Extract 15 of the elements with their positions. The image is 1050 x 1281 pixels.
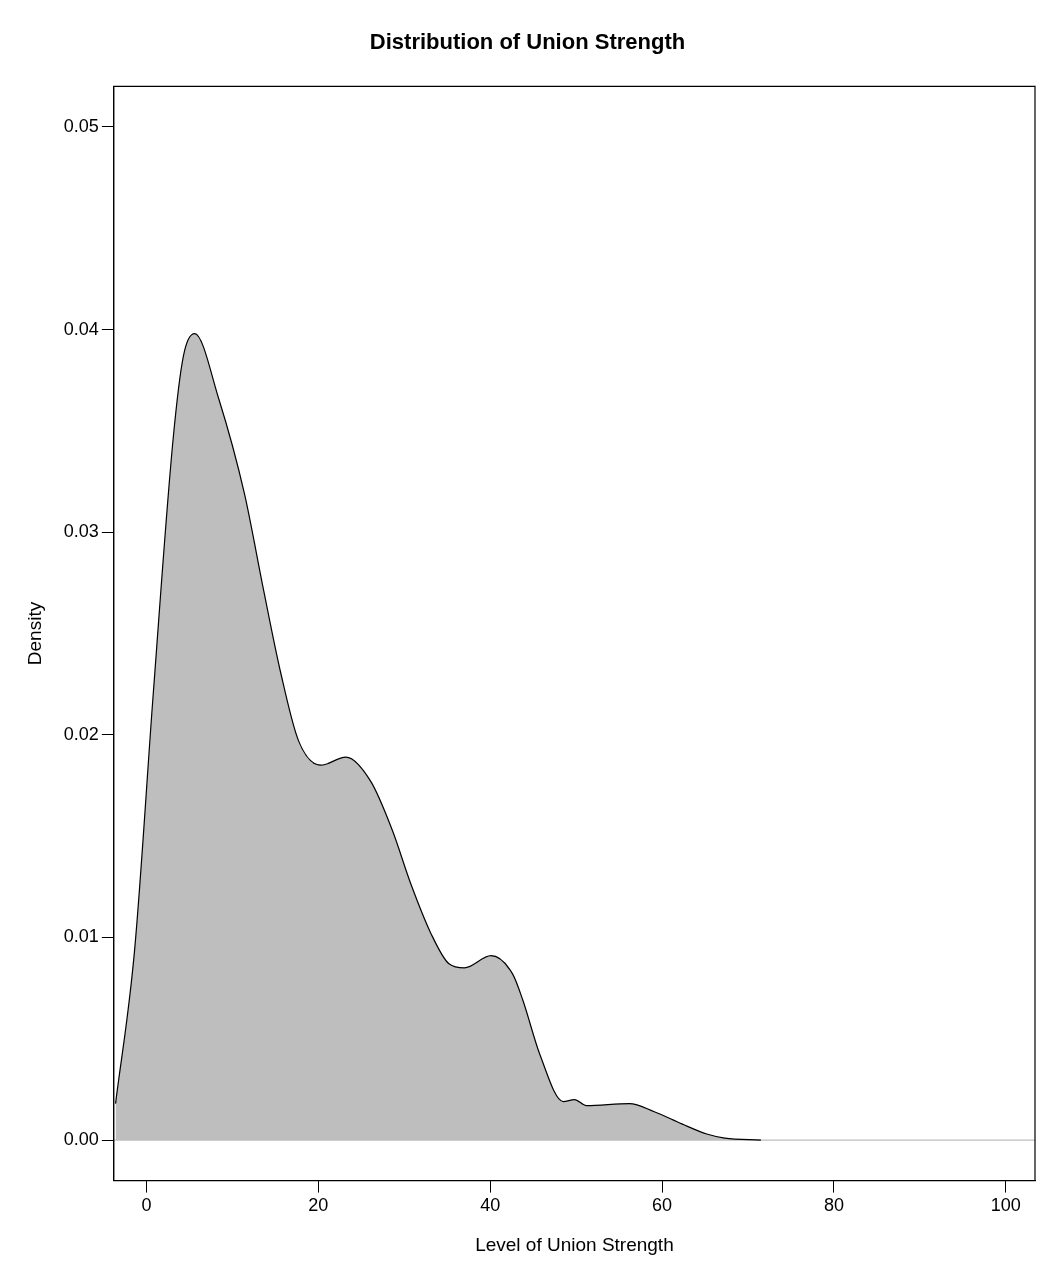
y-tick-label: 0.00 xyxy=(63,1129,99,1150)
chart-title: Distribution of Union Strength xyxy=(369,29,686,55)
x-tick-label: 0 xyxy=(141,1195,152,1216)
x-tick-label: 60 xyxy=(652,1195,673,1216)
y-tick-label: 0.01 xyxy=(63,926,99,947)
x-tick-label: 80 xyxy=(823,1195,844,1216)
y-tick-label: 0.05 xyxy=(63,115,99,136)
y-tick-label: 0.02 xyxy=(63,723,99,744)
x-tick-label: 20 xyxy=(308,1195,329,1216)
y-axis-title: Density xyxy=(23,601,45,666)
x-tick-label: 40 xyxy=(480,1195,501,1216)
y-tick-label: 0.04 xyxy=(63,318,99,339)
x-axis-title: Level of Union Strength xyxy=(475,1233,674,1255)
x-tick-label: 100 xyxy=(990,1195,1021,1216)
y-tick-label: 0.03 xyxy=(63,521,99,542)
